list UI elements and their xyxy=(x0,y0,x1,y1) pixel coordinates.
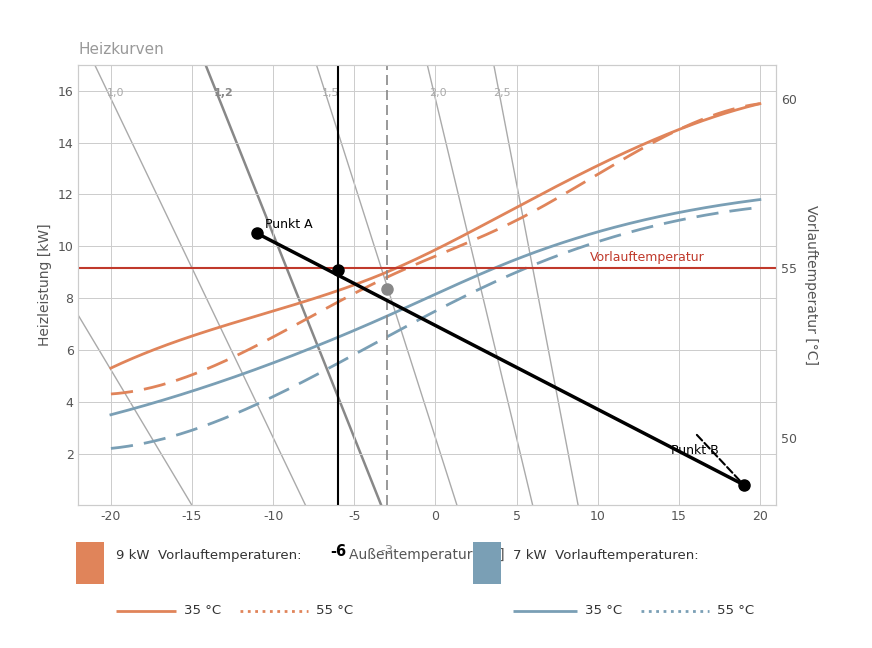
Text: 1,5: 1,5 xyxy=(322,89,339,98)
Text: 35 °C: 35 °C xyxy=(585,604,623,617)
Text: 2,0: 2,0 xyxy=(429,89,446,98)
Y-axis label: Heizleistung [kW]: Heizleistung [kW] xyxy=(38,224,52,347)
Y-axis label: Vorlauftemperatur [°C]: Vorlauftemperatur [°C] xyxy=(804,205,818,365)
Text: -3: -3 xyxy=(380,544,393,557)
Text: Punkt B: Punkt B xyxy=(671,444,719,457)
Text: Punkt A: Punkt A xyxy=(265,218,313,231)
Text: 35 °C: 35 °C xyxy=(184,604,221,617)
Text: 1,0: 1,0 xyxy=(107,89,125,98)
Bar xyxy=(76,542,104,584)
Text: 7 kW  Vorlauftemperaturen:: 7 kW Vorlauftemperaturen: xyxy=(513,549,698,562)
Text: 55 °C: 55 °C xyxy=(317,604,353,617)
Text: 1,2: 1,2 xyxy=(214,89,233,98)
X-axis label: Außentemperatur [°C]: Außentemperatur [°C] xyxy=(350,548,505,562)
Text: Heizkurven: Heizkurven xyxy=(78,41,164,56)
Bar xyxy=(473,542,501,584)
Text: Vorlauftemperatur: Vorlauftemperatur xyxy=(589,251,705,264)
Text: -6: -6 xyxy=(330,544,346,559)
Text: 9 kW  Vorlauftemperaturen:: 9 kW Vorlauftemperaturen: xyxy=(116,549,302,562)
Text: 55 °C: 55 °C xyxy=(718,604,754,617)
Text: 2,5: 2,5 xyxy=(494,89,511,98)
